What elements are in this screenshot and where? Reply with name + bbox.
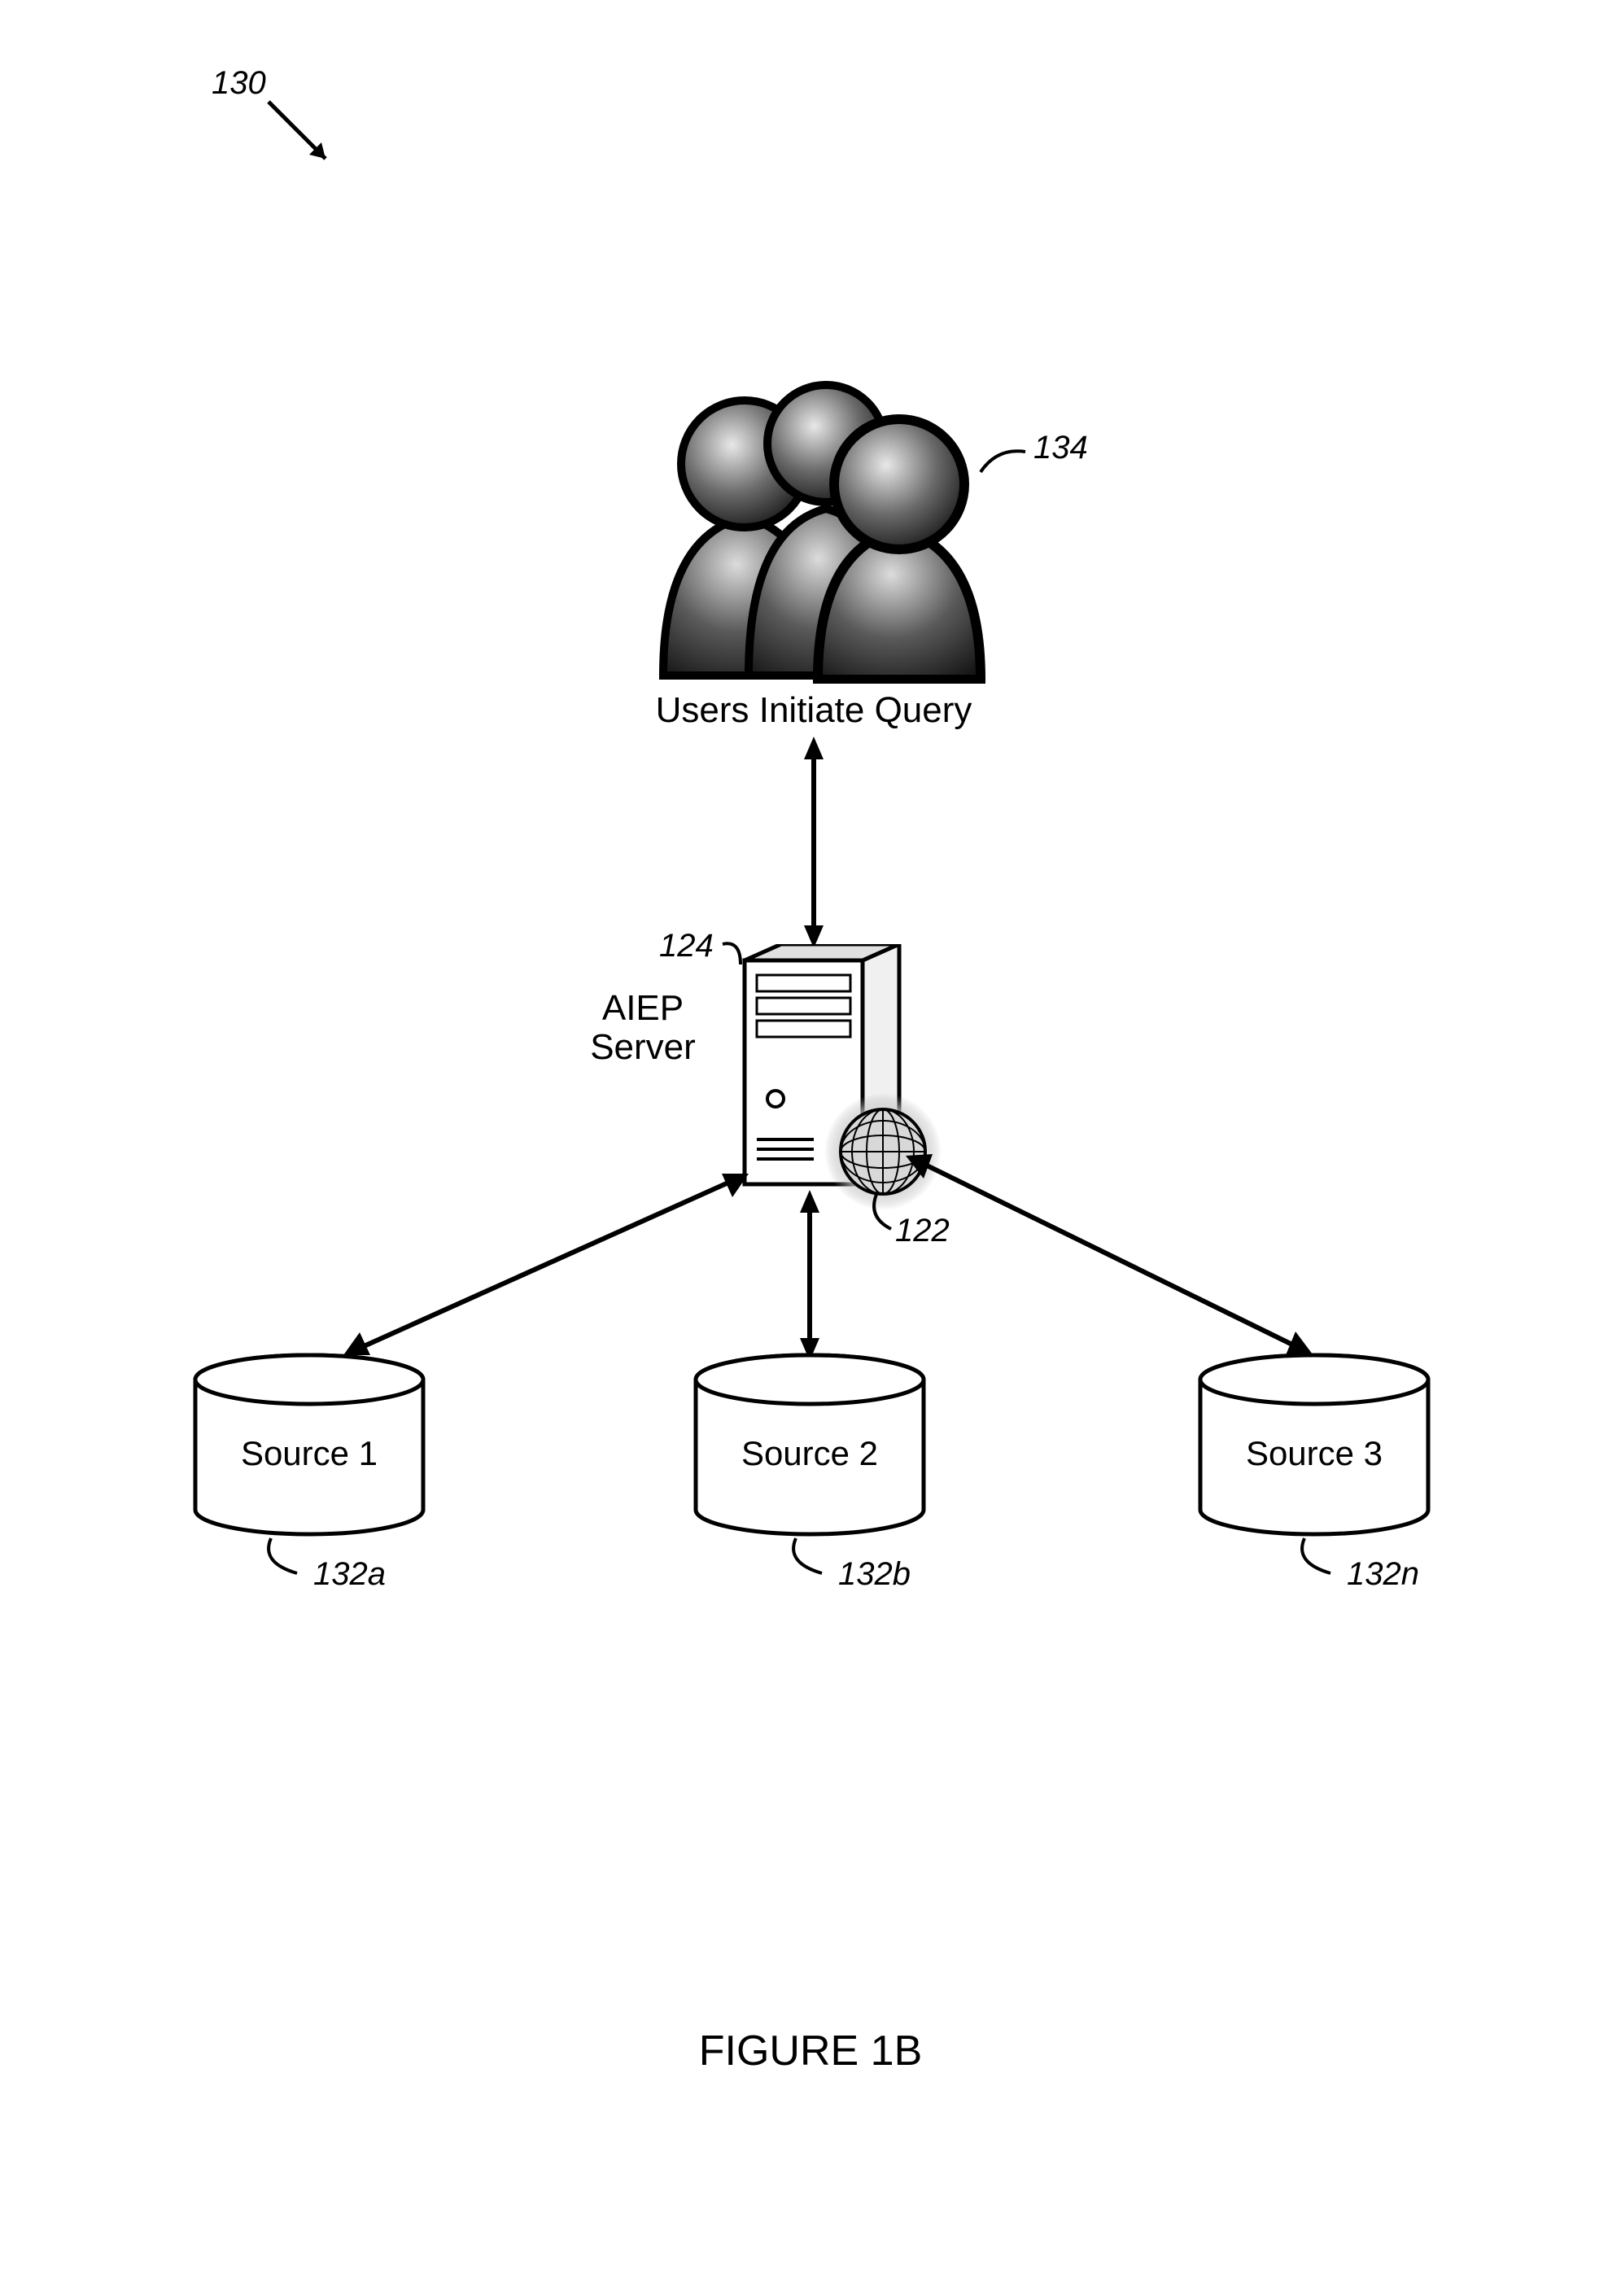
source3-icon: Source 3 (1196, 1351, 1432, 1538)
ref-users-leader (977, 440, 1042, 480)
ref-users-text: 134 (1033, 430, 1088, 466)
server-label-line1: AIEP (602, 988, 684, 1028)
ref-source1-text: 132a (313, 1556, 386, 1592)
arrow-users-server (789, 737, 838, 948)
users-caption: Users Initiate Query (643, 690, 985, 731)
source3-label: Source 3 (1246, 1434, 1383, 1472)
arrow-server-source2 (785, 1190, 834, 1361)
ref-main-arrow (260, 94, 350, 183)
server-label-line2: Server (590, 1027, 696, 1067)
source2-icon: Source 2 (692, 1351, 928, 1538)
ref-server-leader (720, 936, 769, 969)
server-label: AIEP Server (570, 989, 716, 1068)
ref-source2-text: 132b (838, 1556, 911, 1592)
ref-source1: 132a (313, 1556, 386, 1593)
ref-source2-leader (781, 1534, 834, 1583)
ref-main-text: 130 (212, 65, 266, 101)
arrow-server-source1 (334, 1160, 757, 1371)
diagram-canvas: 130 (0, 0, 1621, 2296)
ref-server-text: 124 (659, 928, 714, 964)
source2-label: Source 2 (741, 1434, 878, 1472)
ref-server: 124 (659, 928, 714, 964)
arrow-server-source3 (899, 1139, 1322, 1371)
ref-source3: 132n (1347, 1556, 1419, 1593)
ref-main: 130 (212, 65, 266, 102)
figure-title: FIGURE 1B (0, 2027, 1621, 2075)
ref-source1-leader (256, 1534, 309, 1583)
ref-source3-leader (1290, 1534, 1343, 1583)
ref-source3-text: 132n (1347, 1556, 1419, 1592)
ref-source2: 132b (838, 1556, 911, 1593)
source1-icon: Source 1 (191, 1351, 427, 1538)
figure-title-text: FIGURE 1B (699, 2027, 923, 2075)
ref-users: 134 (1033, 430, 1088, 466)
users-icon (651, 374, 993, 684)
users-caption-text: Users Initiate Query (656, 690, 972, 730)
source1-label: Source 1 (241, 1434, 378, 1472)
